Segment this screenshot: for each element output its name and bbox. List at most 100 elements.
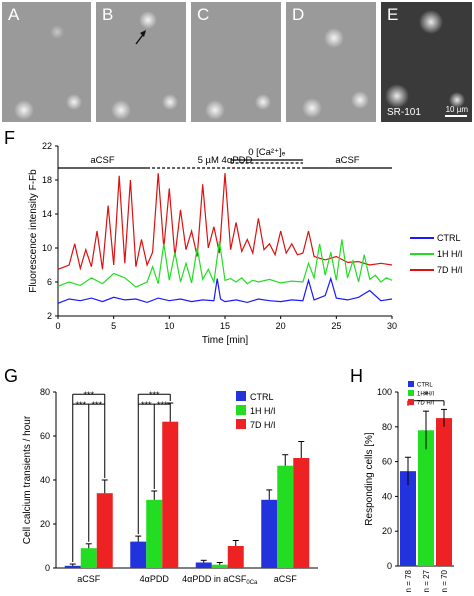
condition-label: aCSF [335, 155, 359, 166]
series-line [57, 239, 393, 288]
sig-marker: *** [75, 400, 86, 410]
y-tick-label: 80 [382, 422, 392, 432]
micrograph-b-texture [111, 11, 178, 120]
sig-marker: *** [83, 390, 94, 400]
legend-swatch [408, 399, 414, 405]
y-tick-label: 60 [382, 457, 392, 467]
legend-swatch [236, 405, 246, 415]
category-label: n = 78 [404, 569, 413, 592]
y-tick-label: 40 [382, 491, 392, 501]
panel-letter-f: F [4, 128, 15, 148]
bar [277, 465, 294, 568]
bar [400, 471, 416, 566]
category-label: 4αPDD in aCSF0Ca [182, 574, 258, 586]
panel-letter-h: H [350, 366, 363, 386]
bar [96, 493, 113, 568]
micrograph-label: A [8, 5, 20, 24]
legend-label: CTRL [437, 233, 461, 243]
y-tick-label: 14 [42, 209, 52, 219]
category-label: aCSF [77, 574, 101, 584]
cell-blob [419, 10, 443, 34]
micrograph-label: C [197, 5, 210, 24]
micrograph-e-texture [385, 10, 467, 117]
x-tick-label: 10 [164, 321, 174, 331]
bar [64, 565, 81, 568]
micrograph-d-texture [302, 28, 369, 118]
cell-blob [66, 94, 82, 110]
y-tick-label: 60 [40, 431, 50, 441]
x-tick-label: 25 [331, 321, 341, 331]
y-tick-label: 18 [42, 175, 52, 185]
micrograph-b: B [96, 2, 186, 122]
y-tick-label: 10 [42, 243, 52, 253]
y-axis-label: Cell calcium transients / hour [22, 415, 33, 544]
legend-label: 7D H/I [417, 401, 434, 407]
legend-label: CTRL [250, 392, 274, 402]
legend-label: 7D H/I [250, 420, 276, 430]
micrograph-c: C [191, 2, 281, 122]
legend-label: 1H H/I [417, 392, 434, 398]
sig-marker: *** [149, 390, 160, 400]
category-label: aCSF [274, 574, 298, 584]
category-label: 4αPDD [140, 574, 170, 584]
category-label: n = 27 [422, 569, 431, 592]
condition-label: aCSF [90, 155, 114, 166]
legend-swatch [236, 419, 246, 429]
legend-label: CTRL [417, 383, 433, 389]
x-tick-label: 0 [55, 321, 60, 331]
sig-marker: *** [157, 400, 168, 410]
micrograph-a-texture [14, 25, 82, 120]
x-tick-label: 30 [387, 321, 397, 331]
cell-blob [351, 91, 369, 109]
cell-blob [385, 84, 409, 108]
legend-swatch [408, 390, 414, 396]
sig-marker: *** [91, 400, 102, 410]
cell-blob [255, 94, 271, 110]
x-tick-label: 20 [276, 321, 286, 331]
legend-label: 7D H/I [437, 265, 463, 275]
sig-marker: *** [141, 400, 152, 410]
x-axis-label: Time [min] [202, 335, 249, 346]
micrograph-e: E SR-101 10 µm [381, 2, 472, 122]
bar [80, 548, 97, 568]
bar [436, 418, 452, 566]
legend-label: 1H H/I [250, 406, 276, 416]
condition-label: 0 [Ca²⁺]ₑ [248, 147, 286, 158]
y-tick-label: 22 [42, 141, 52, 151]
micrograph-label: E [387, 5, 399, 24]
arrowhead-icon [140, 30, 146, 37]
cell-blob [324, 28, 344, 48]
cell-blob [302, 98, 322, 118]
y-axis-label: Fluorescence intensity F-Fb [28, 169, 39, 293]
micrograph-label: B [102, 5, 114, 24]
sig-marker: * [424, 389, 429, 403]
bar [293, 458, 310, 568]
scale-label: 10 µm [445, 105, 468, 114]
y-tick-label: 20 [40, 519, 50, 529]
condition-label: 5 µM 4αPDD [198, 155, 253, 166]
bar [130, 541, 147, 568]
bar [195, 562, 212, 568]
cell-blob [162, 94, 178, 110]
legend-swatch [236, 391, 246, 401]
micrograph-d: D [286, 2, 376, 122]
cell-blob [139, 11, 157, 29]
cell-blob [14, 100, 34, 120]
bar [261, 499, 278, 568]
bar [418, 430, 434, 566]
legend-swatch [408, 381, 414, 387]
x-tick-label: 15 [220, 321, 230, 331]
series-line [57, 173, 393, 271]
y-tick-label: 2 [47, 311, 52, 321]
y-tick-label: 100 [377, 387, 392, 397]
micrograph-c-texture [205, 94, 271, 120]
y-tick-label: 0 [387, 561, 392, 571]
y-tick-label: 40 [40, 475, 50, 485]
y-tick-label: 20 [382, 526, 392, 536]
legend-label: 1H H/I [437, 249, 463, 259]
bar [146, 499, 163, 568]
cell-blob [449, 92, 465, 108]
